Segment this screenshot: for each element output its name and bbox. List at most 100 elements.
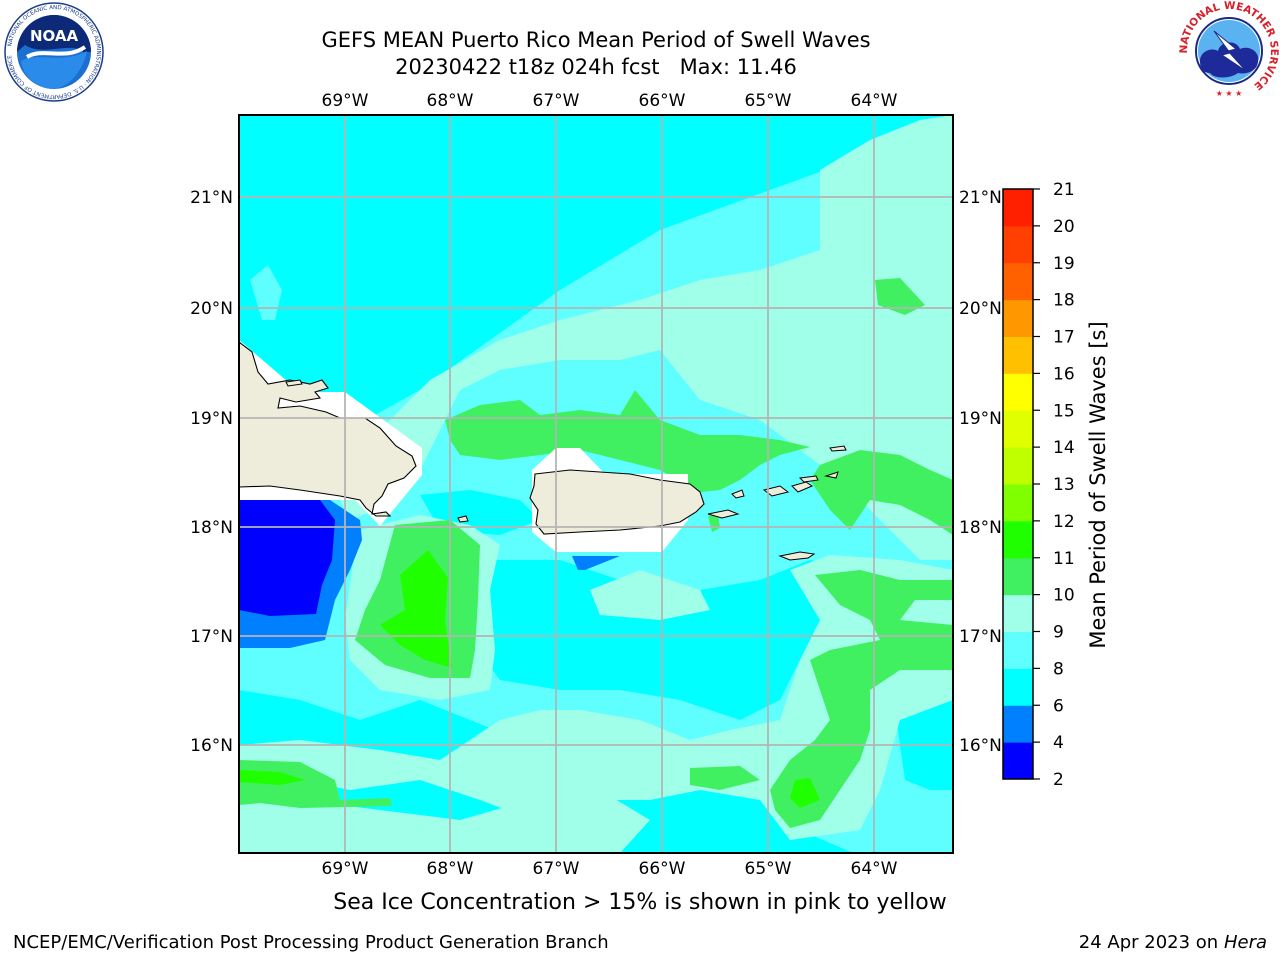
contour-10-11-ne: [875, 278, 925, 315]
land-culebra: [731, 489, 745, 499]
colorbar-swatch: [1003, 557, 1033, 596]
land-tortuga: [285, 379, 303, 387]
colorbar-tick-label: 11: [1053, 549, 1075, 569]
land-vieques: [707, 509, 740, 519]
colorbar: 21 20 19 18 17 16 15 14 13 12 11 10 9 8 6 4 2 Mean Perio…: [1002, 180, 1110, 790]
lon-label-bottom: 65°W: [745, 859, 792, 879]
lon-labels-top: 69°W 68°W 67°W 66°W 65°W 64°W: [322, 91, 898, 111]
lon-label-top: 69°W: [322, 91, 369, 111]
colorbar-tick-label: 4: [1053, 733, 1064, 753]
land-mona: [457, 515, 469, 523]
colorbar-tick-label: 19: [1053, 254, 1075, 274]
contour-10-11-south: [690, 766, 760, 790]
lon-label-bottom: 69°W: [322, 859, 369, 879]
lon-label-top: 64°W: [851, 91, 898, 111]
colorbar-swatches: [1003, 189, 1033, 780]
colorbar-tick-label: 21: [1053, 180, 1075, 200]
lat-labels-right: 21°N 20°N 19°N 18°N 17°N 16°N: [959, 188, 1002, 756]
colorbar-swatch: [1003, 742, 1033, 780]
contour-10-11-se: [770, 570, 953, 828]
lon-label-bottom: 68°W: [427, 859, 474, 879]
contour-9-10-d: [239, 555, 953, 840]
contour-9-10-c: [590, 570, 710, 620]
lat-label-left: 21°N: [190, 188, 233, 208]
contour-2-4: [239, 500, 335, 616]
colorbar-swatch: [1003, 447, 1033, 485]
colorbar-swatch: [1003, 631, 1033, 669]
land-st-croix: [778, 551, 816, 561]
colorbar-tick-label: 20: [1053, 217, 1075, 237]
colorbar-swatch: [1003, 668, 1033, 706]
lat-label-left: 16°N: [190, 736, 233, 756]
colorbar-tick-label: 9: [1053, 623, 1064, 643]
lon-label-top: 68°W: [427, 91, 474, 111]
lat-label-left: 20°N: [190, 299, 233, 319]
gridlines: [239, 115, 953, 853]
colorbar-tick-label: 18: [1053, 291, 1075, 311]
colorbar-tick-label: 2: [1053, 770, 1064, 790]
contour-4-6-pr: [572, 556, 620, 570]
contour-11-12-se: [790, 778, 820, 808]
contour-8-9-patch: [250, 265, 282, 320]
colorbar-tick-label: 13: [1053, 475, 1075, 495]
credit-host: Hera: [1223, 932, 1267, 953]
colorbar-swatch: [1003, 225, 1033, 264]
contour-6-8-south-a: [470, 560, 920, 720]
colorbar-swatch: [1003, 594, 1033, 632]
credit-date: 24 Apr 2023 on: [1078, 932, 1224, 953]
lat-label-right: 21°N: [959, 188, 1002, 208]
contour-10-11-east: [810, 450, 953, 535]
lat-label-left: 18°N: [190, 518, 233, 538]
svg-text:★ ★ ★: ★ ★ ★: [1216, 89, 1243, 98]
colorbar-swatch: [1003, 262, 1033, 301]
colorbar-swatch: [1003, 705, 1033, 743]
colorbar-swatch: [1003, 410, 1033, 448]
swell-period-field: [239, 115, 953, 853]
lat-label-right: 19°N: [959, 409, 1002, 429]
lon-label-bottom: 67°W: [533, 859, 580, 879]
nws-logo: NATIONAL WEATHER SERVICE ★ ★ ★: [1178, 1, 1280, 99]
credit-left: NCEP/EMC/Verification Post Processing Pr…: [13, 932, 609, 953]
lat-labels-left: 21°N 20°N 19°N 18°N 17°N 16°N: [190, 188, 233, 756]
colorbar-tick-label: 8: [1053, 659, 1064, 679]
lon-label-top: 66°W: [639, 91, 686, 111]
colorbar-tick-label: 12: [1053, 512, 1075, 532]
noaa-logo-text: NOAA: [30, 27, 79, 45]
colorbar-tick-label: 6: [1053, 696, 1064, 716]
colorbar-tick-label: 15: [1053, 401, 1075, 421]
noaa-logo: NATIONAL OCEANIC AND ATMOSPHERIC ADMINIS…: [4, 2, 104, 102]
colorbar-tick-label: 14: [1053, 438, 1075, 458]
lat-label-left: 19°N: [190, 409, 233, 429]
lat-label-left: 17°N: [190, 627, 233, 647]
lat-label-right: 20°N: [959, 299, 1002, 319]
colorbar-ticks: 21 20 19 18 17 16 15 14 13 12 11 10 9 8 6 4 2: [1033, 180, 1075, 790]
lon-label-top: 67°W: [533, 91, 580, 111]
colorbar-tick-label: 16: [1053, 364, 1075, 384]
footnote-text: Sea Ice Concentration > 15% is shown in …: [333, 890, 947, 915]
chart-subtitle: 20230422 t18z 024h fcst Max: 11.46: [395, 55, 797, 79]
colorbar-swatch: [1003, 520, 1033, 559]
contour-11-12-sw: [239, 770, 305, 785]
colorbar-tick-label: 10: [1053, 586, 1075, 606]
lat-label-right: 18°N: [959, 518, 1002, 538]
colorbar-swatch: [1003, 484, 1033, 522]
credit-right: 24 Apr 2023 on Hera: [1079, 932, 1267, 953]
colorbar-swatch: [1003, 373, 1033, 411]
chart-title: GEFS MEAN Puerto Rico Mean Period of Swe…: [321, 28, 871, 52]
lon-labels-bottom: 69°W 68°W 67°W 66°W 65°W 64°W: [322, 859, 898, 879]
contour-10-11-central: [445, 390, 810, 492]
land-hispaniola: [239, 341, 417, 517]
colorbar-swatch: [1003, 336, 1033, 374]
land-virgin-islands: [762, 445, 847, 497]
contour-11-12-west: [380, 550, 452, 668]
colorbar-swatch: [1003, 299, 1033, 337]
footnote: Sea Ice Concentration > 15% is shown in …: [0, 890, 1280, 915]
lon-label-top: 65°W: [745, 91, 792, 111]
lat-label-right: 17°N: [959, 627, 1002, 647]
lon-label-bottom: 66°W: [639, 859, 686, 879]
land-puertorico: [529, 469, 705, 535]
colorbar-tick-label: 17: [1053, 328, 1075, 348]
colorbar-swatch: [1003, 189, 1033, 227]
map-frame: [238, 114, 954, 854]
